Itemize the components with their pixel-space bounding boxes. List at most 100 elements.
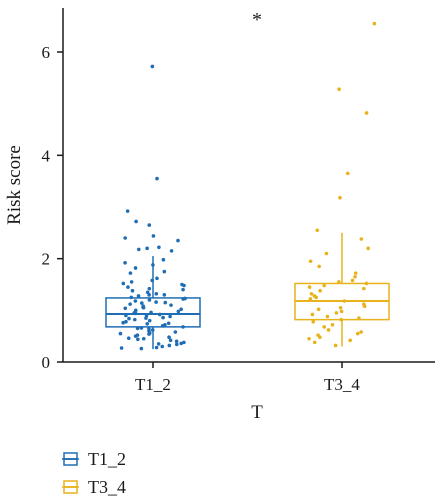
data-point (337, 87, 341, 91)
data-point (118, 331, 123, 336)
box-group-T3_4 (294, 21, 390, 348)
data-point (176, 309, 181, 314)
data-point (348, 338, 352, 343)
data-point (160, 344, 165, 349)
data-point (150, 64, 155, 69)
legend-label: T3_4 (88, 477, 126, 497)
data-point (162, 293, 167, 297)
data-point (359, 330, 363, 334)
data-point (155, 176, 159, 181)
data-point (353, 274, 357, 279)
data-point (155, 276, 159, 281)
data-point (333, 343, 338, 348)
data-point (145, 246, 149, 251)
data-point (179, 307, 183, 312)
data-point (160, 324, 165, 328)
box-iqr (105, 297, 201, 328)
data-point (154, 300, 158, 304)
data-point (147, 293, 151, 297)
data-point (316, 307, 321, 312)
data-point (353, 271, 358, 275)
data-point (156, 342, 161, 346)
data-point (141, 336, 146, 341)
data-point (128, 302, 132, 306)
data-point (168, 314, 172, 319)
data-point (362, 304, 367, 309)
data-point (162, 269, 167, 274)
data-point (150, 278, 154, 283)
data-point (318, 288, 322, 293)
data-point (124, 319, 128, 324)
data-point (119, 346, 124, 350)
data-point (154, 345, 159, 350)
data-point (167, 343, 172, 348)
data-point (157, 245, 161, 250)
data-point (182, 340, 186, 345)
data-point (157, 312, 162, 317)
data-point (133, 299, 138, 303)
data-point (163, 300, 168, 305)
y-tick-label: 2 (42, 250, 51, 269)
data-point (179, 341, 183, 346)
data-point (161, 315, 165, 320)
data-point (362, 286, 366, 291)
data-point (123, 306, 128, 311)
legend-label: T1_2 (88, 449, 126, 469)
data-point (121, 281, 126, 286)
axes (62, 8, 435, 363)
data-point (136, 247, 141, 252)
data-point (149, 310, 153, 315)
data-point (310, 312, 315, 317)
data-point (167, 335, 171, 340)
data-point (154, 292, 159, 296)
data-point (147, 332, 151, 336)
data-point (322, 325, 327, 329)
x-tick-label: T3_4 (324, 375, 360, 394)
y-ticks: 0 2 4 6 (42, 43, 63, 372)
data-point (133, 266, 138, 270)
data-point (334, 311, 339, 315)
data-point (124, 313, 128, 318)
data-point (325, 314, 330, 319)
x-ticks: T1_2 T3_4 (135, 362, 360, 394)
data-point (139, 346, 144, 351)
data-point (169, 249, 174, 253)
data-point (123, 236, 127, 240)
data-point (145, 321, 150, 326)
data-point (336, 280, 341, 284)
data-point (308, 297, 313, 301)
data-point (324, 251, 329, 256)
data-point (317, 264, 321, 269)
box-group-T1_2 (105, 64, 201, 351)
legend: T1_2 T3_4 (62, 449, 126, 497)
data-point (176, 238, 180, 243)
data-point (174, 342, 179, 347)
data-point (181, 287, 185, 292)
data-point (139, 326, 144, 330)
data-point (182, 283, 186, 288)
data-point (173, 330, 178, 334)
data-point (338, 305, 343, 310)
data-point (150, 328, 155, 332)
data-point (144, 316, 148, 320)
plot-area (105, 21, 390, 351)
data-point (181, 297, 185, 301)
data-point (318, 335, 322, 340)
y-tick-label: 6 (42, 43, 51, 62)
data-point (314, 295, 318, 300)
data-point (326, 328, 331, 332)
data-point (147, 318, 152, 323)
data-point (147, 223, 152, 227)
data-point (322, 283, 326, 288)
data-point (128, 271, 133, 275)
legend-item-T3_4: T3_4 (62, 477, 126, 497)
data-point (134, 219, 138, 224)
data-point (364, 111, 369, 115)
y-axis-title: Risk score (4, 145, 25, 225)
data-point (339, 309, 344, 314)
data-point (307, 285, 312, 289)
data-point (141, 305, 146, 310)
data-point (151, 234, 156, 238)
data-point (339, 317, 344, 322)
